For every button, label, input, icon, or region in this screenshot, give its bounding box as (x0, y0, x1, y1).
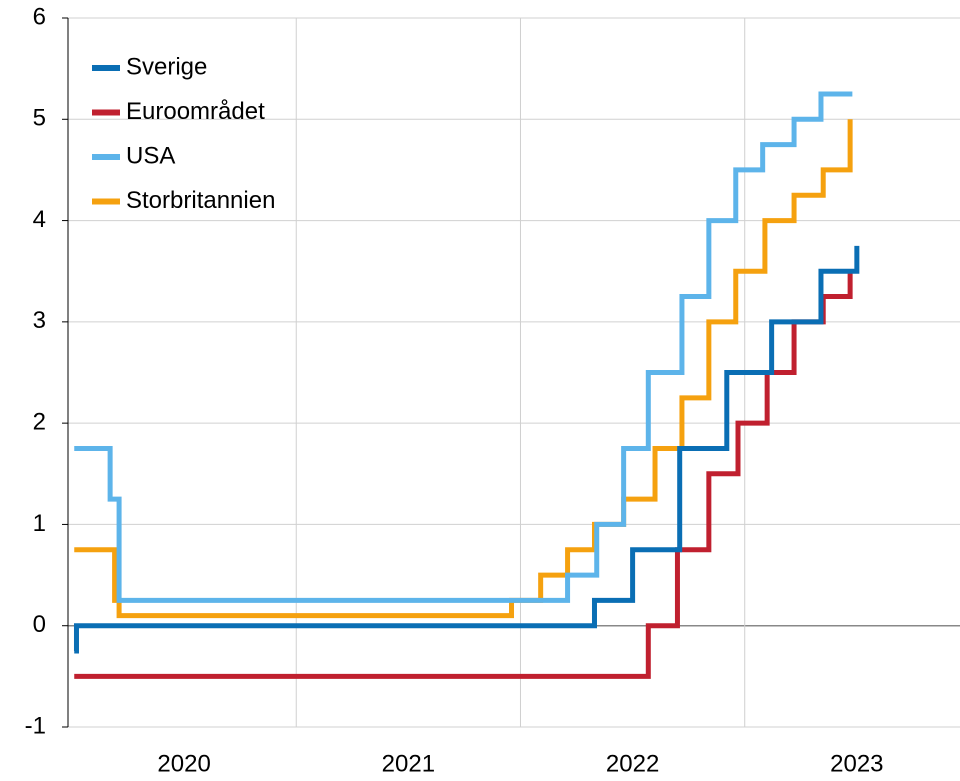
legend-label: Sverige (126, 53, 207, 80)
y-tick-label: 1 (33, 510, 46, 537)
x-tick-label: 2022 (606, 750, 659, 777)
y-tick-label: 5 (33, 105, 46, 132)
series-line (73, 245, 860, 654)
x-tick-label: 2021 (382, 750, 435, 777)
series-line (74, 119, 853, 619)
y-tick-label: 0 (33, 611, 46, 638)
x-tick-label: 2023 (830, 750, 883, 777)
y-tick-label: 6 (33, 3, 46, 30)
legend-label: Euroområdet (126, 98, 265, 125)
x-tick-label: 2020 (157, 750, 210, 777)
y-tick-label: 4 (33, 206, 46, 233)
legend-label: USA (126, 142, 175, 169)
y-tick-label: 2 (33, 408, 46, 435)
legend-label: Storbritannien (126, 187, 275, 214)
y-tick-label: -1 (25, 712, 46, 739)
series-line (74, 91, 853, 603)
y-tick-label: 3 (33, 307, 46, 334)
